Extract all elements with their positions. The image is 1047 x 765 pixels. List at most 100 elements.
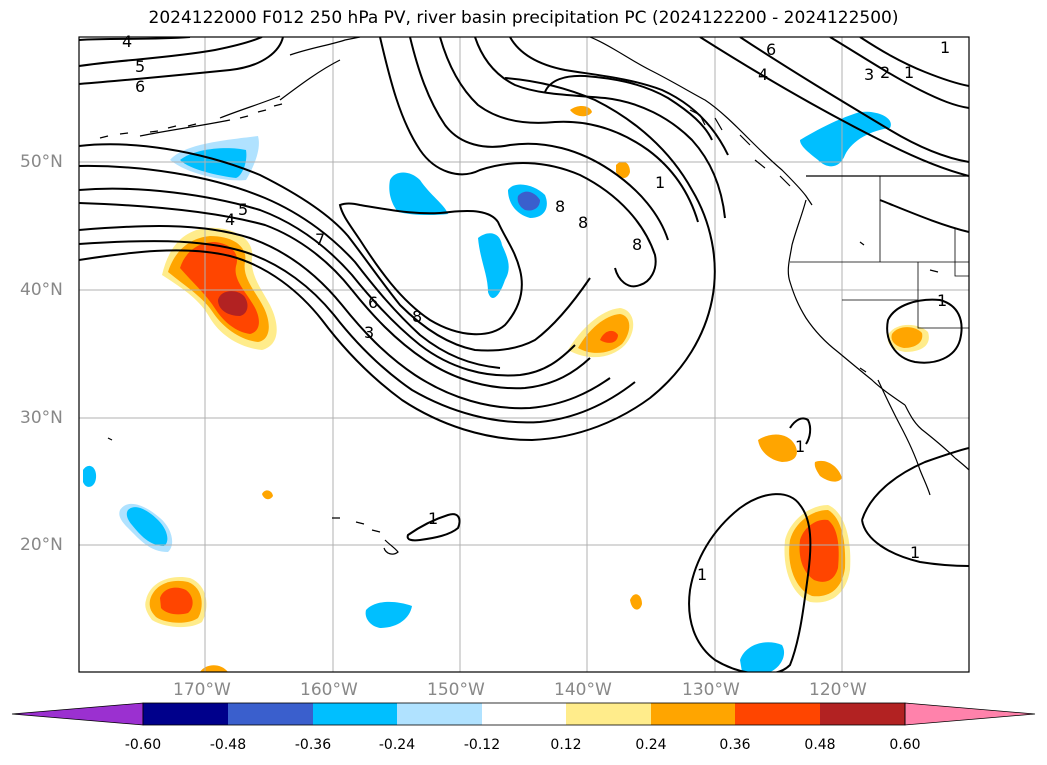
lon-label-160w: 160°W: [300, 680, 358, 700]
contour-label: 1: [904, 63, 914, 82]
colorbar-segment: [482, 703, 566, 725]
alaska-coast: [139, 37, 361, 137]
colorbar-segment: [651, 703, 735, 725]
graticule: [79, 37, 969, 672]
contour-label: 5: [238, 200, 248, 219]
colorbar-tick: -0.12: [463, 737, 501, 753]
pv-contour-closed-low: [338, 202, 523, 336]
pv-contour-west-6: [79, 240, 636, 424]
contour-label: 6: [135, 77, 145, 96]
neg-anomaly-south: [365, 601, 412, 628]
colorbar-outline: [142, 702, 906, 726]
us-state-borders: [790, 176, 969, 329]
lon-label-140w: 140°W: [554, 680, 612, 700]
map-title: 2024122000 F012 250 hPa PV, river basin …: [148, 8, 899, 28]
contour-label-layer: 4 5 6 5 4 7 6 3 8 1 8 8 8 1 1 1 1 1 6 4 …: [122, 32, 950, 584]
us-west-coast: [787, 199, 906, 406]
pv-contour-4-north: [79, 37, 191, 41]
pv-contour-west-4: [79, 202, 591, 390]
pos-anomaly-baja-2: [814, 460, 842, 482]
colorbar: [11, 702, 1036, 726]
pv-contour-ridge-5: [509, 37, 729, 156]
lon-label-120w: 120°W: [809, 680, 867, 700]
pv-contours: [79, 37, 969, 672]
colorbar-tick: 0.48: [804, 737, 836, 753]
pv-contour-ne-1: [739, 37, 969, 163]
pos-anomaly-west-nw-max: [218, 291, 248, 316]
colorbar-extend-high: [904, 702, 1036, 726]
pos-anomaly-tiny-2: [630, 594, 642, 610]
map-frame: [78, 36, 970, 673]
contour-label: 8: [412, 307, 422, 326]
contour-label: 8: [555, 197, 565, 216]
lat-label-50n: 50°N: [20, 152, 63, 172]
pv-contour-west-2: [79, 164, 501, 369]
contour-label: 1: [910, 543, 920, 562]
pv-contour-mexico-ring: [688, 493, 812, 672]
neg-anomaly-gulf: [389, 172, 448, 216]
scattered-islands: [107, 241, 939, 441]
neg-anomaly-se: [740, 642, 785, 672]
contour-label: 3: [364, 323, 374, 342]
colorbar-tick: -0.48: [209, 737, 247, 753]
contour-label: 1: [937, 291, 947, 310]
contour-label: 1: [655, 173, 665, 192]
contour-label: 1: [428, 509, 438, 528]
contour-label: 1: [940, 38, 950, 57]
pv-contour-ne-2: [699, 37, 969, 177]
pos-anomaly-southwest-hi: [160, 587, 193, 615]
contour-label: 8: [632, 235, 642, 254]
colorbar-segment: [397, 703, 482, 725]
pv-contour-west-3: [79, 187, 576, 377]
pos-anomaly-bottom: [200, 665, 228, 672]
precipitation-shading: [83, 106, 929, 672]
colorbar-segment: [566, 703, 651, 725]
neg-anomaly-mid: [478, 233, 509, 299]
baja-california: [877, 379, 956, 496]
contour-label: 1: [697, 565, 707, 584]
lon-label-130w: 130°W: [682, 680, 740, 700]
colorbar-segment: [313, 703, 397, 725]
contour-label: 8: [578, 213, 588, 232]
colorbar-tick: 0.60: [889, 737, 921, 753]
colorbar-tick: 0.36: [719, 737, 751, 753]
pos-anomaly-tiny-1: [262, 490, 273, 500]
contour-label: 3: [864, 65, 874, 84]
lat-label-20n: 20°N: [20, 535, 63, 555]
pv-contour-hawaii: [406, 513, 461, 542]
contour-label: 1: [795, 437, 805, 456]
pv-contour-ne-5: [879, 199, 969, 233]
neg-anomaly-west: [83, 465, 97, 487]
colorbar-segment: [820, 703, 905, 725]
colorbar-segment: [228, 703, 313, 725]
colorbar-tick: 0.24: [635, 737, 667, 753]
colorbar-segment: [143, 703, 228, 725]
pos-anomaly-baja-1: [758, 434, 797, 462]
pos-anomaly-gulf-small: [570, 106, 592, 117]
pv-contour-ridge-3: [439, 37, 699, 223]
pos-anomaly-sw-coast-core: [891, 327, 923, 348]
pv-contour-se-arc: [861, 447, 969, 567]
contour-label: 4: [758, 65, 768, 84]
pv-contour-ne-3: [829, 37, 969, 109]
colorbar-tick: 0.12: [550, 737, 582, 753]
aleutian-islands: [99, 103, 283, 139]
se-alaska-coast: [589, 37, 813, 206]
pv-contour-6-north: [79, 37, 284, 85]
lon-label-150w: 150°W: [427, 680, 485, 700]
pv-contour-5-north: [79, 37, 263, 67]
pos-anomaly-coast-small: [616, 161, 630, 178]
pv-contour-sw-ring: [886, 298, 963, 364]
pos-anomaly-mid-core: [578, 314, 630, 353]
colorbar-tick: -0.24: [378, 737, 416, 753]
pos-anomaly-mid-hi: [600, 330, 618, 343]
pv-contour-baja-small: [789, 417, 812, 445]
contour-label: 4: [225, 210, 235, 229]
pv-contour-west-7: [79, 77, 716, 442]
lat-label-40n: 40°N: [20, 280, 63, 300]
hawaii-islands: [332, 517, 399, 555]
pv-contour-west-1: [79, 143, 591, 352]
colorbar-extend-low: [11, 702, 144, 726]
pv-contour-ridge-outer: [379, 37, 657, 288]
